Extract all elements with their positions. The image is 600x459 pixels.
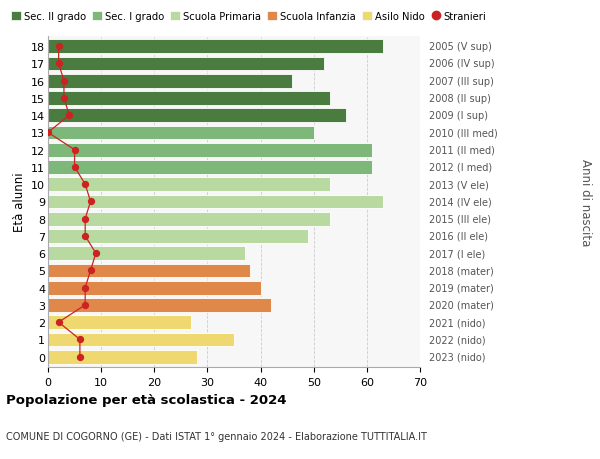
- Point: [70, 147, 79, 154]
- Point: [54, 61, 64, 68]
- Text: 2006 (IV sup): 2006 (IV sup): [429, 59, 494, 69]
- Bar: [48, 264, 250, 278]
- Text: 2009 (I sup): 2009 (I sup): [429, 111, 488, 121]
- Point: [80, 284, 90, 292]
- Text: 2014 (IV ele): 2014 (IV ele): [429, 197, 492, 207]
- Text: 2018 (mater): 2018 (mater): [429, 266, 494, 276]
- Bar: [48, 195, 383, 209]
- Bar: [48, 109, 346, 123]
- Bar: [48, 212, 329, 226]
- Bar: [48, 126, 314, 140]
- Bar: [48, 316, 191, 330]
- Point: [80, 302, 90, 309]
- Point: [86, 267, 95, 274]
- Bar: [48, 333, 234, 347]
- Text: 2008 (II sup): 2008 (II sup): [429, 94, 491, 104]
- Y-axis label: Età alunni: Età alunni: [13, 172, 26, 232]
- Text: 2017 (I ele): 2017 (I ele): [429, 249, 485, 258]
- Text: 2016 (II ele): 2016 (II ele): [429, 231, 488, 241]
- Bar: [48, 178, 329, 192]
- Text: 2015 (III ele): 2015 (III ele): [429, 214, 491, 224]
- Point: [64, 112, 74, 120]
- Point: [54, 319, 64, 326]
- Bar: [48, 92, 329, 106]
- Text: 2020 (mater): 2020 (mater): [429, 300, 494, 310]
- Legend: Sec. II grado, Sec. I grado, Scuola Primaria, Scuola Infanzia, Asilo Nido, Stran: Sec. II grado, Sec. I grado, Scuola Prim…: [11, 12, 487, 22]
- Bar: [48, 230, 308, 243]
- Bar: [48, 247, 245, 260]
- Point: [80, 215, 90, 223]
- Bar: [48, 161, 372, 174]
- Text: 2005 (V sup): 2005 (V sup): [429, 42, 492, 52]
- Bar: [48, 143, 372, 157]
- Text: 2019 (mater): 2019 (mater): [429, 283, 494, 293]
- Point: [59, 95, 69, 102]
- Bar: [48, 350, 197, 364]
- Point: [59, 78, 69, 85]
- Text: 2021 (nido): 2021 (nido): [429, 318, 485, 327]
- Point: [80, 233, 90, 240]
- Point: [75, 353, 85, 361]
- Bar: [48, 40, 383, 54]
- Text: Anni di nascita: Anni di nascita: [578, 158, 592, 246]
- Point: [70, 164, 79, 171]
- Point: [75, 336, 85, 343]
- Text: 2013 (V ele): 2013 (V ele): [429, 180, 489, 190]
- Text: 2007 (III sup): 2007 (III sup): [429, 77, 494, 86]
- Text: 2022 (nido): 2022 (nido): [429, 335, 485, 345]
- Point: [91, 250, 101, 257]
- Bar: [48, 75, 292, 88]
- Point: [54, 44, 64, 51]
- Text: 2023 (nido): 2023 (nido): [429, 352, 485, 362]
- Text: 2012 (I med): 2012 (I med): [429, 162, 492, 173]
- Point: [80, 181, 90, 188]
- Text: COMUNE DI COGORNO (GE) - Dati ISTAT 1° gennaio 2024 - Elaborazione TUTTITALIA.IT: COMUNE DI COGORNO (GE) - Dati ISTAT 1° g…: [6, 431, 427, 441]
- Text: 2011 (II med): 2011 (II med): [429, 146, 495, 155]
- Bar: [48, 57, 325, 71]
- Point: [86, 198, 95, 206]
- Text: Popolazione per età scolastica - 2024: Popolazione per età scolastica - 2024: [6, 393, 287, 406]
- Text: 2010 (III med): 2010 (III med): [429, 128, 498, 138]
- Bar: [48, 298, 271, 312]
- Bar: [48, 281, 260, 295]
- Point: [43, 129, 53, 137]
